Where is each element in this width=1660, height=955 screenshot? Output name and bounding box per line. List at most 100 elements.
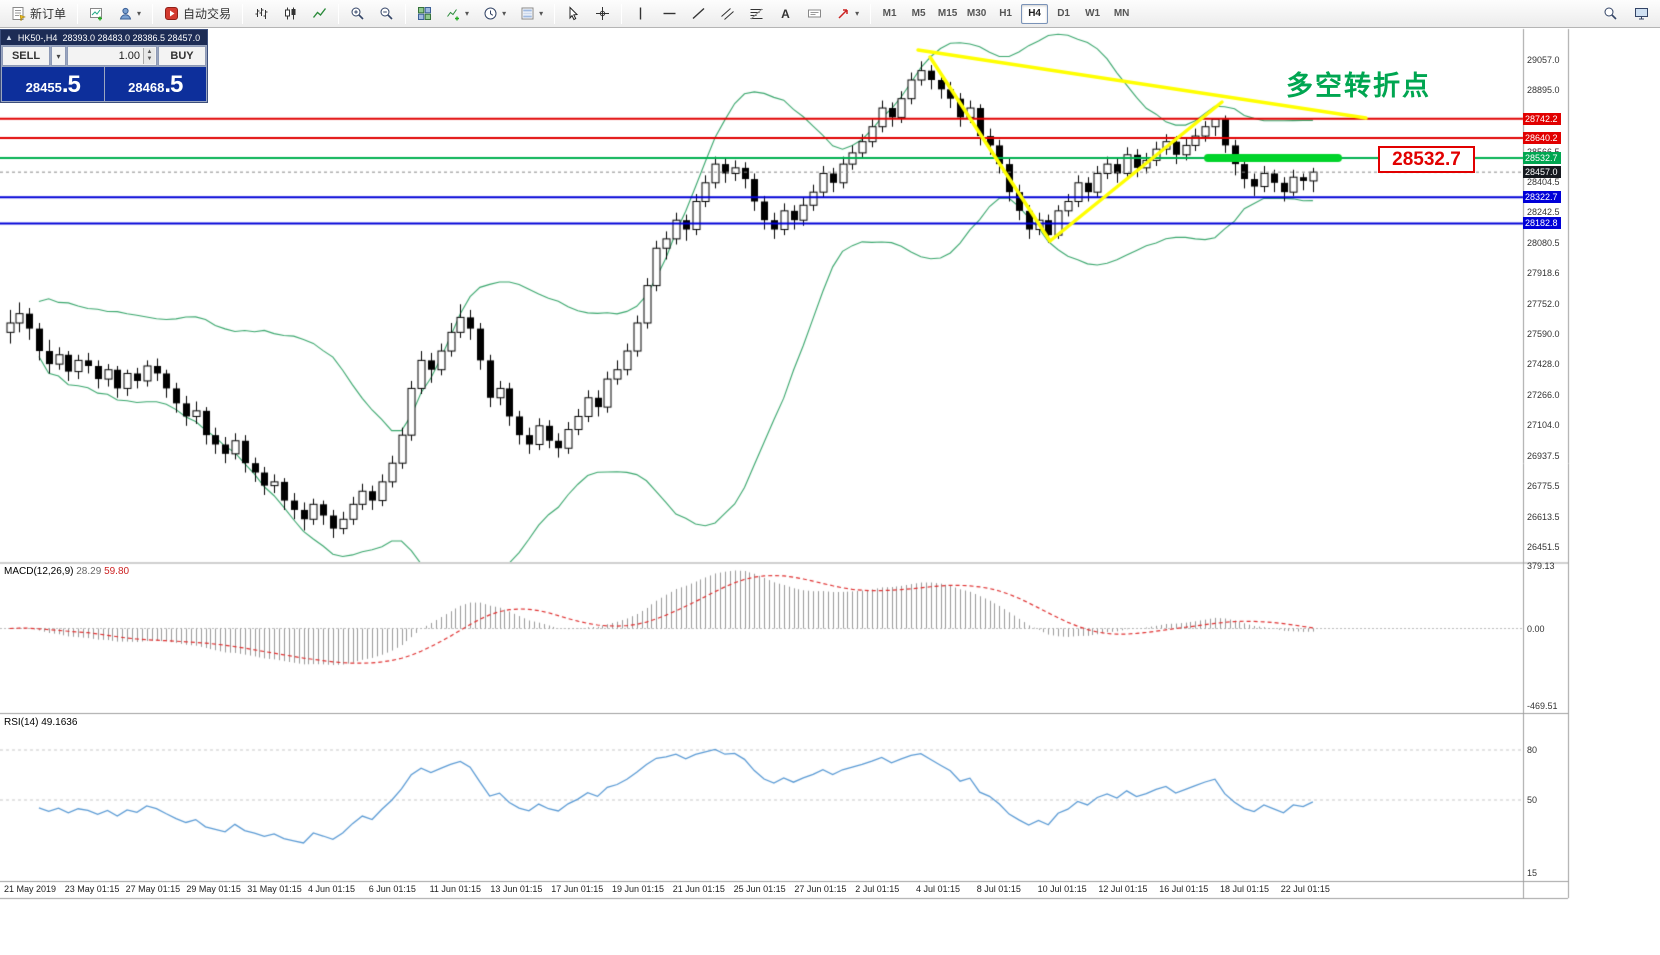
label-tool-button[interactable]: [801, 3, 828, 24]
templates-caret-icon: ▾: [539, 9, 544, 18]
trade-panel-header[interactable]: ▲ HK50-,H4 28393.0 28483.0 28386.5 28457…: [1, 30, 207, 45]
new-order-icon: [12, 7, 26, 21]
rsi-name: RSI(14): [4, 717, 39, 728]
arrows-tool-button[interactable]: ▾: [830, 3, 865, 24]
crosshair-button[interactable]: [589, 3, 616, 24]
search-button[interactable]: [1597, 3, 1624, 24]
line-chart-icon: [313, 8, 327, 18]
macd-main-value: 28.29: [76, 566, 102, 577]
new-chart-button[interactable]: [83, 3, 110, 24]
macd-indicator-label: MACD(12,26,9) 28.29 59.80: [4, 566, 129, 577]
toolbar-separator: [405, 3, 407, 24]
timeframe-d1-button[interactable]: D1: [1057, 8, 1070, 19]
template-icon: [521, 7, 534, 20]
templates-button[interactable]: ▾: [514, 3, 549, 24]
cursor-icon: [569, 6, 579, 21]
search-icon: [1604, 7, 1617, 20]
autotrading-label: 自动交易: [183, 7, 232, 21]
volume-input[interactable]: 1.00 ▲ ▼: [67, 46, 157, 66]
toolbar-separator: [338, 3, 340, 24]
macd-name: MACD(12,26,9): [4, 566, 74, 577]
toolbar-separator: [621, 3, 623, 24]
sell-price-main: 28455: [25, 80, 62, 95]
toolbar-separator: [554, 3, 556, 24]
one-click-trading-panel: ▲ HK50-,H4 28393.0 28483.0 28386.5 28457…: [0, 29, 208, 103]
toolbar-separator: [242, 3, 244, 24]
zoom-in-icon: [351, 7, 364, 20]
clock-icon: [484, 7, 497, 20]
channel-icon: [721, 8, 734, 20]
indicators-button[interactable]: ▾: [440, 3, 475, 24]
profiles-button[interactable]: ▾: [112, 3, 147, 24]
monitor-icon: [1635, 8, 1648, 20]
volume-value: 1.00: [118, 50, 140, 62]
rsi-indicator-label: RSI(14) 49.1636: [4, 717, 77, 728]
collapse-arrow-icon[interactable]: ▲: [5, 33, 13, 42]
bar-chart-icon: [255, 8, 268, 19]
sell-price-panel[interactable]: 28455.5: [2, 67, 104, 101]
sell-button[interactable]: SELL: [2, 46, 50, 66]
fibonacci-tool-button[interactable]: [743, 3, 770, 24]
spinner-down-icon[interactable]: ▼: [146, 56, 153, 62]
profiles-icon: [119, 7, 132, 20]
sell-price-fraction: .5: [61, 71, 81, 98]
rsi-value: 49.1636: [41, 717, 78, 728]
profiles-caret-icon: ▾: [137, 9, 142, 18]
autotrading-button[interactable]: 自动交易: [158, 2, 237, 25]
timeframe-m1-button[interactable]: M1: [882, 8, 897, 19]
timeframe-mn-button[interactable]: MN: [1113, 8, 1130, 19]
periods-button[interactable]: ▾: [477, 3, 512, 24]
trendline-icon: [692, 7, 705, 20]
indicators-icon: [447, 9, 460, 21]
horizontal-line-tool-button[interactable]: [656, 3, 683, 24]
buy-price-fraction: .5: [164, 71, 183, 98]
arrow-icon: [838, 9, 848, 19]
new-order-button[interactable]: 新订单: [5, 2, 72, 25]
candlestick-chart-icon: [285, 7, 296, 20]
turning-point-annotation: 多空转折点: [1286, 71, 1431, 101]
buy-price-panel[interactable]: 28468.5: [104, 67, 206, 101]
vertical-line-tool-button[interactable]: [627, 3, 654, 24]
text-tool-button[interactable]: A: [772, 3, 799, 24]
indicators-caret-icon: ▾: [465, 9, 470, 18]
toolbar: 新订单 ▾ 自动交易: [0, 0, 1660, 28]
new-window-button[interactable]: [1628, 3, 1655, 24]
periods-caret-icon: ▾: [502, 9, 507, 18]
toolbar-separator: [152, 3, 154, 24]
ohlc-readout: 28393.0 28483.0 28386.5 28457.0: [62, 32, 201, 43]
order-type-dropdown[interactable]: ▾: [51, 46, 66, 66]
cursor-button[interactable]: [560, 3, 587, 24]
spinner-up-icon[interactable]: ▲: [146, 49, 153, 55]
horizontal-line-icon: [663, 12, 676, 15]
price-callout-box[interactable]: 28532.7: [1378, 146, 1475, 173]
toolbar-separator: [870, 3, 872, 24]
timeframe-w1-button[interactable]: W1: [1085, 8, 1101, 19]
line-chart-view-button[interactable]: [306, 3, 333, 24]
vertical-line-icon: [639, 7, 642, 20]
timeframe-m5-button[interactable]: M5: [911, 8, 926, 19]
timeframe-h1-button[interactable]: H1: [999, 8, 1012, 19]
channel-tool-button[interactable]: [714, 3, 741, 24]
candlestick-view-button[interactable]: [277, 3, 304, 24]
tile-windows-icon: [418, 7, 432, 20]
volume-spinner[interactable]: ▲ ▼: [143, 48, 155, 64]
fibonacci-icon: [750, 8, 763, 20]
bar-chart-view-button[interactable]: [248, 3, 275, 24]
timeframe-h4-button[interactable]: H4: [1021, 3, 1049, 24]
macd-signal-value: 59.80: [104, 566, 130, 577]
new-order-label: 新订单: [30, 7, 67, 21]
crosshair-icon: [596, 7, 610, 20]
buy-price-main: 28468: [128, 80, 165, 95]
zoom-out-button[interactable]: [373, 3, 400, 24]
buy-button[interactable]: BUY: [158, 46, 206, 66]
symbol-timeframe-label: HK50-,H4: [17, 32, 58, 43]
timeframe-m15-button[interactable]: M15: [937, 8, 958, 19]
trendline-tool-button[interactable]: [685, 3, 712, 24]
autotrading-icon: [165, 7, 179, 20]
new-chart-icon: [90, 8, 103, 21]
tile-windows-button[interactable]: [411, 3, 438, 24]
text-icon: A: [781, 7, 790, 21]
timeframe-m30-button[interactable]: M30: [966, 8, 987, 19]
zoom-in-button[interactable]: [344, 3, 371, 24]
